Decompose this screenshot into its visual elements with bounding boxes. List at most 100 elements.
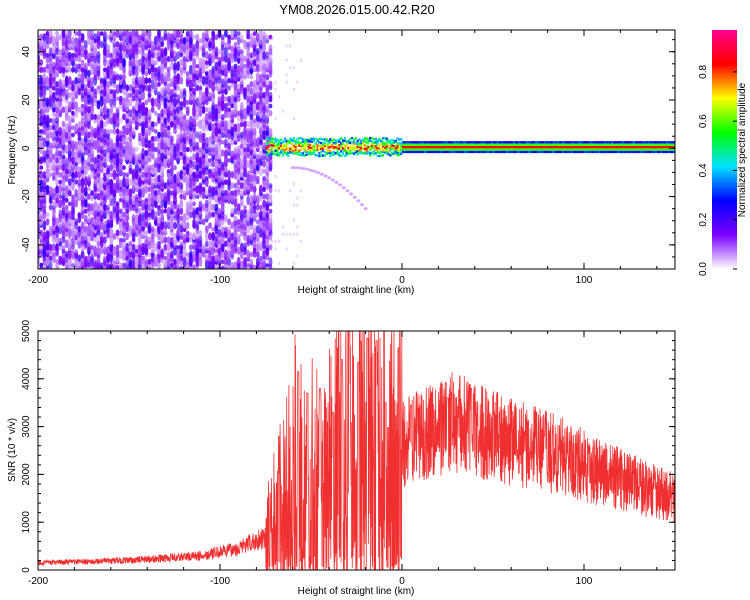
spectrogram-cell bbox=[150, 195, 155, 205]
spectrogram-cell bbox=[141, 120, 146, 128]
spectrogram-cell bbox=[440, 148, 443, 151]
spectrogram-cell bbox=[356, 142, 359, 145]
spectrogram-cell bbox=[160, 73, 165, 81]
spectrogram-cell bbox=[298, 153, 301, 157]
spectrogram-cell bbox=[403, 150, 406, 154]
spectrogram-cell bbox=[224, 96, 228, 102]
spectrogram-cell bbox=[239, 182, 244, 190]
spectrogram-cell bbox=[163, 117, 168, 124]
spectrogram-cell bbox=[236, 246, 241, 255]
spectrogram-cell bbox=[189, 146, 193, 153]
spectrogram-cell bbox=[489, 141, 492, 144]
spectrogram-cell bbox=[173, 97, 177, 108]
spectrogram-cell bbox=[518, 150, 521, 154]
spectrogram-cell bbox=[402, 148, 405, 151]
spectrogram-cell bbox=[52, 243, 56, 252]
spectrogram-cell bbox=[518, 143, 521, 146]
spectrogram-cell bbox=[122, 132, 126, 138]
spectrogram-cell bbox=[96, 224, 101, 234]
spectrogram-cell bbox=[403, 143, 406, 146]
spectrogram-cell bbox=[173, 210, 177, 219]
spectrogram-cell bbox=[396, 153, 399, 157]
spectrogram-cell bbox=[587, 145, 590, 149]
spectrogram-cell bbox=[268, 127, 273, 135]
spectrogram-cell bbox=[629, 141, 632, 144]
spectrogram-cell bbox=[55, 164, 59, 171]
spectrogram-cell bbox=[134, 154, 139, 160]
spectrogram-cell bbox=[138, 213, 142, 224]
spectrogram-cell bbox=[635, 150, 638, 154]
spectrogram-cell bbox=[243, 242, 247, 253]
spectrogram-cell bbox=[125, 232, 130, 241]
spectrogram-cell bbox=[534, 143, 538, 146]
spectrogram-cell bbox=[236, 95, 241, 103]
spectrogram-cell bbox=[303, 138, 306, 142]
spectrogram-cell bbox=[649, 145, 652, 149]
spectrogram-cell bbox=[83, 186, 88, 193]
spectrogram-cell bbox=[67, 115, 72, 126]
spectrogram-cell bbox=[431, 150, 434, 154]
spectrogram-cell bbox=[655, 143, 658, 146]
spectrogram-cell bbox=[236, 219, 241, 225]
spectrogram-cell bbox=[246, 147, 251, 152]
spectrogram-cell bbox=[179, 76, 184, 85]
spectrogram-cell bbox=[262, 256, 266, 268]
spectrogram-cell bbox=[166, 82, 171, 94]
spectrogram-cell bbox=[593, 150, 596, 154]
spectrogram-cell bbox=[631, 143, 634, 146]
spectrogram-cell bbox=[208, 258, 212, 265]
spectrogram-cell bbox=[246, 90, 251, 100]
spectrogram-cell bbox=[369, 154, 372, 157]
spectrogram-cell bbox=[323, 146, 326, 149]
spectrogram-cell bbox=[434, 141, 437, 144]
spectrogram-cell bbox=[664, 141, 667, 144]
spectrogram-cell bbox=[93, 43, 98, 54]
spectrogram-cell bbox=[112, 256, 117, 267]
spectrogram-cell bbox=[48, 255, 53, 261]
spectrogram-cell bbox=[553, 150, 556, 154]
spectrogram-cell bbox=[609, 143, 612, 146]
spectrogram-cell bbox=[649, 150, 652, 154]
spectrogram-cell bbox=[179, 115, 184, 126]
spectrogram-cell bbox=[438, 143, 441, 146]
spectrogram-cell bbox=[378, 139, 381, 143]
spectrogram-cell bbox=[376, 141, 379, 145]
spectrogram-cell bbox=[201, 40, 206, 49]
spectrogram-cell bbox=[122, 97, 126, 108]
spectrogram-cell bbox=[131, 92, 136, 99]
spectrogram-cell bbox=[118, 95, 123, 102]
spectrogram-cell bbox=[422, 141, 425, 144]
spectrogram-cell bbox=[589, 141, 592, 144]
spectrogram-cell bbox=[115, 264, 120, 269]
spectrogram-cell bbox=[87, 69, 91, 78]
spectrogram-cell bbox=[150, 79, 155, 90]
spectrogram-cell bbox=[125, 43, 130, 54]
spectrogram-cell bbox=[305, 143, 308, 146]
spectrogram-cell bbox=[527, 150, 530, 154]
spectrogram-cell bbox=[596, 150, 599, 154]
spectrogram-cell bbox=[233, 146, 238, 153]
spectrogram-cell bbox=[195, 141, 200, 151]
spectrogram-cell bbox=[208, 202, 212, 213]
spectrogram-cell bbox=[536, 145, 539, 149]
spectrogram-cell bbox=[125, 90, 130, 100]
spectrogram-cell bbox=[259, 220, 263, 231]
spectrogram-cell bbox=[396, 144, 399, 147]
spectrogram-cell bbox=[391, 147, 394, 151]
spectrogram-cell bbox=[271, 138, 273, 142]
spectrogram-cell bbox=[582, 150, 585, 154]
spectrogram-cell bbox=[631, 150, 634, 154]
spectrogram-cell bbox=[343, 139, 346, 143]
spectrogram-cell bbox=[83, 150, 88, 156]
spectrogram-cell bbox=[83, 112, 88, 122]
spectrogram-cell bbox=[292, 150, 295, 153]
spectrogram-cell bbox=[157, 240, 161, 247]
spectrogram-cell bbox=[474, 145, 477, 149]
spectrogram-cell bbox=[268, 183, 273, 189]
spectrogram-cell bbox=[118, 51, 123, 60]
spectrogram-cell bbox=[458, 143, 461, 146]
spectrogram-cell bbox=[636, 148, 639, 151]
spectrogram-cell bbox=[635, 141, 638, 144]
spectrogram-cell bbox=[314, 145, 317, 149]
spectrogram-cell bbox=[300, 189, 303, 193]
